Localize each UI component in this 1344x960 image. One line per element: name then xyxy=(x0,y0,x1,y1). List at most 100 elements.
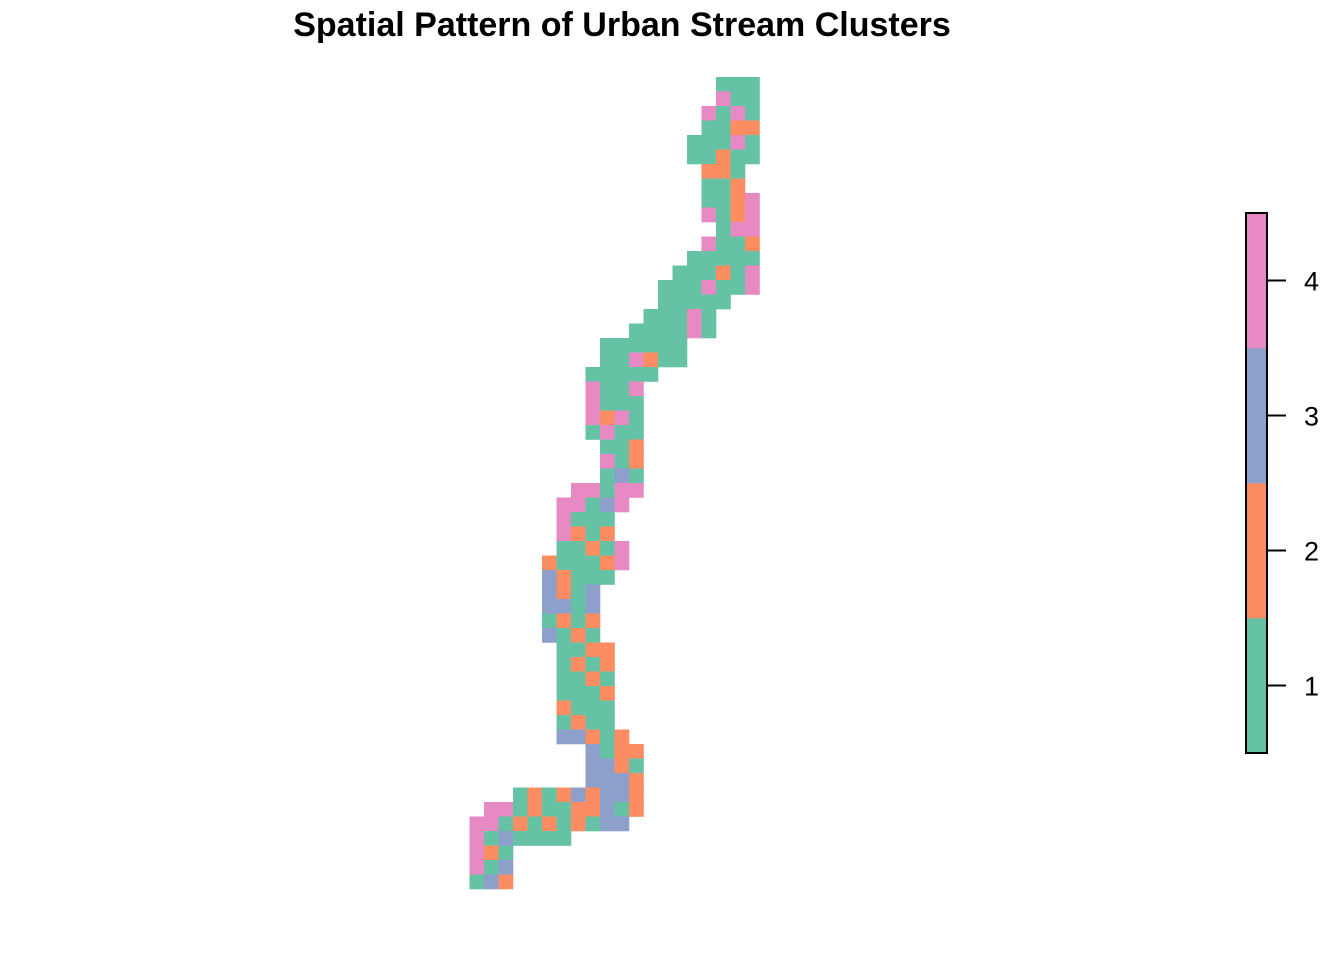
raster-cell xyxy=(730,135,746,150)
raster-cell xyxy=(614,729,630,745)
raster-cell xyxy=(730,251,746,266)
raster-cell xyxy=(629,396,644,411)
raster-cell xyxy=(614,773,630,788)
raster-cell xyxy=(687,280,702,295)
raster-cell xyxy=(629,483,644,498)
raster-cell xyxy=(585,526,601,542)
raster-cell xyxy=(629,744,644,759)
raster-cell xyxy=(571,816,586,832)
raster-cell xyxy=(600,381,615,397)
raster-cell xyxy=(629,773,644,788)
raster-cell xyxy=(716,178,731,194)
raster-cell xyxy=(556,671,572,687)
raster-cell xyxy=(614,439,630,455)
raster-cell xyxy=(498,860,514,875)
raster-cell xyxy=(614,744,630,759)
raster-cell xyxy=(571,541,586,556)
raster-cell xyxy=(542,628,557,643)
raster-cell xyxy=(687,135,702,150)
raster-cell xyxy=(701,149,717,165)
raster-cell xyxy=(585,381,601,397)
raster-cell xyxy=(658,338,673,353)
raster-cell xyxy=(556,541,572,556)
raster-cell xyxy=(571,729,586,745)
raster-cell xyxy=(513,831,528,846)
raster-cell xyxy=(585,773,601,788)
raster-cell xyxy=(643,323,659,339)
raster-cell xyxy=(672,309,688,324)
raster-cell xyxy=(716,193,731,208)
raster-cell xyxy=(556,628,572,643)
raster-cell xyxy=(542,787,557,803)
raster-cells xyxy=(469,77,760,890)
raster-cell xyxy=(556,497,572,513)
raster-cell xyxy=(556,729,572,745)
raster-cell xyxy=(716,265,731,281)
raster-cell xyxy=(571,671,586,687)
raster-cell xyxy=(701,236,717,252)
raster-cell xyxy=(672,338,688,353)
raster-cell xyxy=(730,178,746,194)
raster-cell xyxy=(730,236,746,252)
raster-cell xyxy=(600,512,615,527)
raster-cell xyxy=(542,831,557,846)
raster-cell xyxy=(542,584,557,600)
raster-cell xyxy=(614,367,630,382)
raster-cell xyxy=(629,338,644,353)
raster-cell xyxy=(585,642,601,658)
raster-cell xyxy=(600,439,615,455)
raster-cell xyxy=(542,599,557,614)
raster-cell xyxy=(484,816,499,832)
raster-cell xyxy=(629,352,644,368)
raster-cell xyxy=(658,323,673,339)
raster-cell xyxy=(600,497,615,513)
raster-cell xyxy=(585,584,601,600)
raster-cell xyxy=(585,396,601,411)
raster-cell xyxy=(513,802,528,817)
raster-cell xyxy=(614,410,630,426)
raster-cell xyxy=(600,483,615,498)
raster-cell xyxy=(556,686,572,701)
raster-cell xyxy=(658,280,673,295)
raster-cell xyxy=(571,657,586,672)
raster-cell xyxy=(730,193,746,208)
raster-cell xyxy=(701,251,717,266)
raster-cell xyxy=(614,338,630,353)
raster-cell xyxy=(701,309,717,324)
raster-cell xyxy=(629,439,644,455)
raster-cell xyxy=(600,555,615,571)
raster-cell xyxy=(600,773,615,788)
raster-cell xyxy=(701,280,717,295)
raster-cell xyxy=(658,294,673,310)
raster-cell xyxy=(585,802,601,817)
raster-cell xyxy=(542,613,557,629)
colorbar-frame xyxy=(1245,212,1268,754)
raster-cell xyxy=(556,555,572,571)
raster-cell xyxy=(571,526,586,542)
raster-cell xyxy=(672,323,688,339)
raster-cell xyxy=(571,715,586,730)
raster-cell xyxy=(745,120,760,136)
raster-cell xyxy=(701,120,717,136)
raster-cell xyxy=(498,831,514,846)
raster-cell xyxy=(571,584,586,600)
raster-cell xyxy=(585,816,601,832)
raster-cell xyxy=(716,207,731,223)
raster-cell xyxy=(469,860,485,875)
raster-cell xyxy=(585,613,601,629)
colorbar-segment xyxy=(1246,213,1267,349)
colorbar-tick-label: 2 xyxy=(1304,537,1319,567)
raster-cell xyxy=(643,367,659,382)
raster-cell xyxy=(614,454,630,469)
raster-cell xyxy=(484,831,499,846)
raster-cell xyxy=(585,715,601,730)
raster-cell xyxy=(600,802,615,817)
raster-cell xyxy=(614,425,630,440)
raster-cell xyxy=(730,164,746,179)
raster-cell xyxy=(629,454,644,469)
raster-cell xyxy=(629,802,644,817)
raster-cell xyxy=(600,729,615,745)
raster-cell xyxy=(745,77,760,92)
raster-cell xyxy=(614,555,630,571)
raster-cell xyxy=(571,497,586,513)
